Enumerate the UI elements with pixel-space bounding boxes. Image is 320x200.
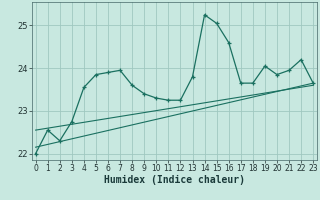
X-axis label: Humidex (Indice chaleur): Humidex (Indice chaleur) [104,175,245,185]
